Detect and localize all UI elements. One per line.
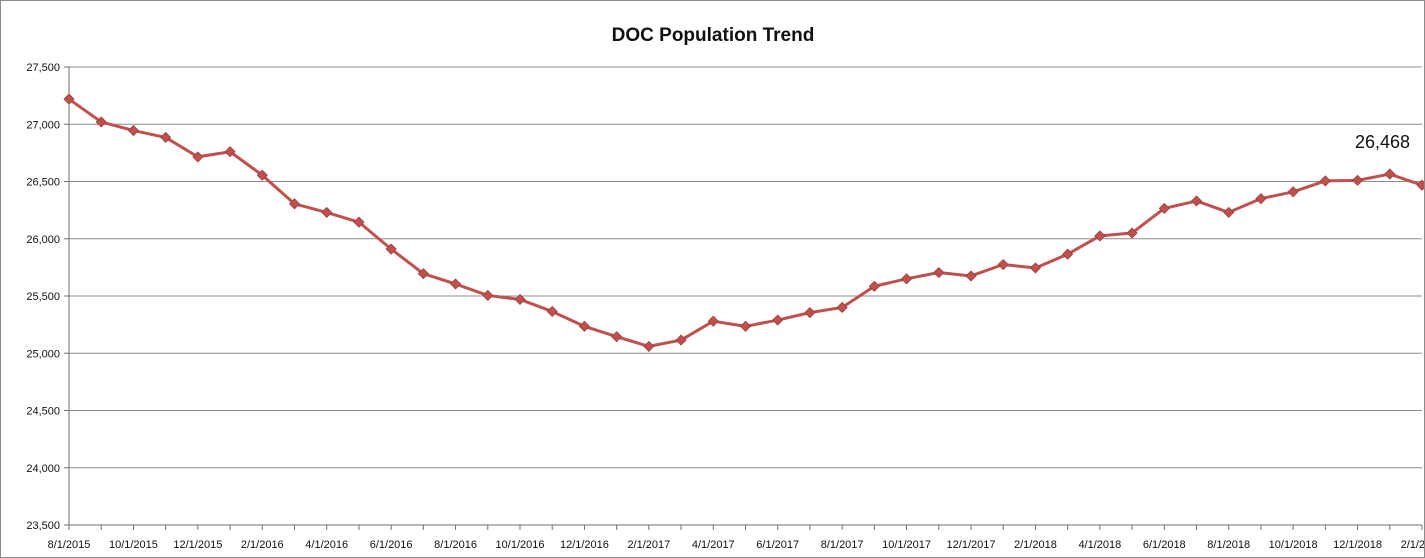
data-point: [256, 169, 268, 181]
y-tick-label: 23,500: [26, 520, 60, 532]
x-tick-label: 4/1/2017: [692, 539, 735, 551]
x-tick-label: 12/1/2017: [947, 539, 996, 551]
data-point: [1190, 195, 1203, 207]
x-tick-label: 2/1/2017: [627, 539, 670, 551]
data-point: [578, 320, 590, 332]
data-point: [739, 320, 752, 332]
data-point: [321, 206, 333, 218]
data-point: [1094, 230, 1106, 242]
data-point: [1126, 227, 1138, 239]
data-label: 26,468: [1355, 132, 1410, 152]
data-point: [450, 278, 462, 290]
data-point: [1223, 206, 1235, 218]
x-tick-label: 12/1/2016: [560, 539, 609, 551]
y-tick-label: 25,000: [26, 348, 60, 360]
axes: 23,500 24,000 24,500 25,000 25,500 26,000 26,5…: [26, 62, 1424, 551]
data-point: [643, 340, 655, 352]
x-tick-label: 8/1/2018: [1207, 539, 1250, 551]
data-point: [224, 146, 236, 158]
data-point: [868, 280, 880, 292]
x-tick-label: 6/1/2017: [756, 539, 799, 551]
data-point: [675, 334, 687, 346]
data-point: [127, 124, 139, 137]
data-point: [804, 307, 816, 319]
x-tick-label: 12/1/2018: [1333, 539, 1382, 551]
y-tick-label: 24,000: [26, 463, 60, 475]
y-tick-label: 26,000: [26, 234, 60, 246]
y-tick-label: 26,500: [26, 177, 60, 189]
data-point: [836, 301, 848, 314]
series-layer: [63, 93, 1424, 352]
data-point: [514, 293, 526, 306]
data-point: [417, 268, 429, 280]
data-point: [95, 116, 107, 128]
data-point: [1158, 202, 1170, 214]
series-line: [67, 97, 1424, 348]
x-tick-label: 10/1/2018: [1269, 539, 1318, 551]
data-point: [933, 266, 945, 279]
data-point: [901, 273, 913, 285]
data-point: [192, 151, 204, 163]
x-tick-label: 6/1/2016: [370, 539, 413, 551]
data-point: [288, 198, 301, 210]
data-point: [1352, 174, 1364, 186]
data-point: [353, 216, 365, 228]
data-point: [546, 305, 558, 318]
data-point: [1062, 248, 1074, 260]
chart-title: DOC Population Trend: [612, 25, 815, 46]
gridlines: [69, 66, 1422, 526]
x-tick-label: 4/1/2016: [305, 539, 348, 551]
data-point: [997, 258, 1009, 271]
y-tick-label: 25,500: [26, 291, 60, 303]
x-tick-label: 2/1/2018: [1014, 539, 1057, 551]
x-tick-label: 8/1/2015: [48, 539, 91, 551]
data-point: [1029, 262, 1041, 274]
data-point: [63, 93, 75, 105]
data-point: [611, 331, 623, 343]
data-point: [1255, 193, 1267, 205]
data-point: [707, 315, 719, 327]
data-point: [1319, 175, 1331, 187]
x-tick-label: 8/1/2016: [434, 539, 477, 551]
y-tick-label: 27,000: [26, 119, 60, 131]
x-tick-label: 10/1/2016: [496, 539, 545, 551]
x-tick-label: 12/1/2015: [173, 539, 222, 551]
y-tick-label: 27,500: [26, 62, 60, 74]
labels-layer: 26,468: [1355, 132, 1410, 152]
x-tick-label: 10/1/2017: [882, 539, 931, 551]
data-point: [385, 243, 397, 255]
y-tick-label: 24,500: [26, 406, 60, 418]
x-tick-label: 8/1/2017: [821, 539, 864, 551]
data-point: [1416, 179, 1424, 191]
data-point: [1287, 186, 1299, 198]
x-tick-label: 4/1/2018: [1078, 539, 1121, 551]
data-point: [482, 289, 494, 301]
x-tick-label: 6/1/2018: [1143, 539, 1186, 551]
data-point: [965, 270, 977, 282]
x-tick-label: 2/1/2016: [241, 539, 284, 551]
data-point: [160, 131, 172, 143]
x-tick-label: 10/1/2015: [109, 539, 158, 551]
x-tick-label: 2/1/2019: [1401, 539, 1424, 551]
data-point: [1384, 168, 1396, 180]
data-point: [772, 314, 784, 326]
